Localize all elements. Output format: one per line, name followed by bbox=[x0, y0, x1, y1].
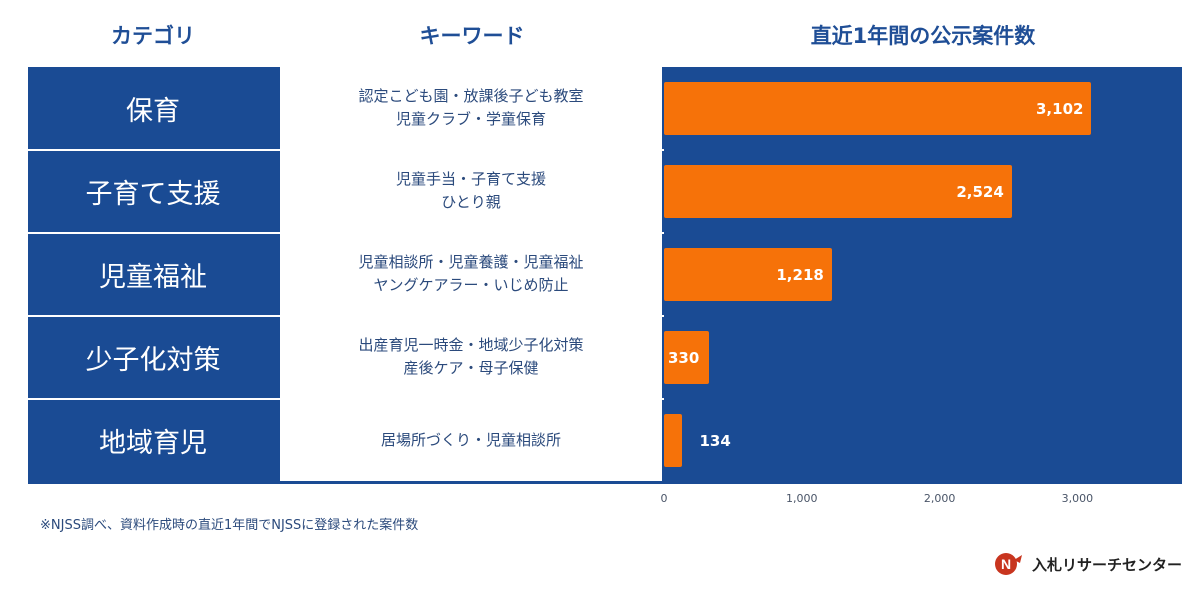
header-keyword: キーワード bbox=[419, 24, 525, 48]
bar-shoshika-taisaku bbox=[664, 331, 710, 384]
value-label: 330 bbox=[668, 348, 700, 367]
x-tick-label: 0 bbox=[660, 492, 668, 505]
value-label: 2,524 bbox=[956, 182, 1004, 201]
keyword-line: 居場所づくり・児童相談所 bbox=[380, 430, 561, 449]
keyword-line: 児童相談所・児童養護・児童福祉 bbox=[358, 253, 584, 271]
keyword-cell: 出産育児一時金・地域少子化対策 産後ケア・母子保健 bbox=[280, 316, 662, 398]
keyword-line: 産後ケア・母子保健 bbox=[403, 359, 539, 377]
brand-mark-letter: N bbox=[1001, 556, 1011, 572]
category-cell: 少子化対策 bbox=[85, 344, 221, 376]
keyword-cell: 居場所づくり・児童相談所 bbox=[280, 399, 662, 481]
bar-jido-fukushi bbox=[664, 248, 832, 301]
keyword-cell: 児童相談所・児童養護・児童福祉 ヤングケアラー・いじめ防止 bbox=[280, 233, 662, 315]
x-tick-label: 2,000 bbox=[923, 492, 956, 505]
bar-chiiki-ikuji bbox=[664, 414, 683, 467]
value-label: 134 bbox=[699, 431, 731, 450]
keyword-line: 児童手当・子育て支援 bbox=[395, 170, 546, 188]
value-label: 3,102 bbox=[1036, 99, 1084, 118]
keyword-line: 認定こども園・放課後子ども教室 bbox=[358, 87, 584, 105]
keyword-line: ひとり親 bbox=[441, 193, 501, 211]
footnote: ※NJSS調べ、資料作成時の直近1年間でNJSSに登録された案件数 bbox=[40, 518, 419, 533]
header-count: 直近1年間の公示案件数 bbox=[810, 24, 1036, 48]
header-category: カテゴリ bbox=[111, 24, 195, 48]
keyword-line: ヤングケアラー・いじめ防止 bbox=[373, 276, 569, 294]
keyword-line: 出産育児一時金・地域少子化対策 bbox=[358, 336, 584, 354]
keyword-cell: 児童手当・子育て支援 ひとり親 bbox=[280, 150, 662, 232]
brand-logo: N 入札リサーチセンター bbox=[994, 551, 1182, 577]
x-tick-label: 3,000 bbox=[1061, 492, 1094, 505]
category-cell: 子育て支援 bbox=[85, 178, 221, 210]
keyword-line: 児童クラブ・学童保育 bbox=[395, 110, 546, 128]
brand-name: 入札リサーチセンター bbox=[1032, 555, 1183, 574]
keyword-cell: 認定こども園・放課後子ども教室 児童クラブ・学童保育 bbox=[280, 67, 662, 149]
category-cell: 児童福祉 bbox=[99, 261, 207, 293]
bar-hoiku bbox=[664, 82, 1092, 135]
brand-mark-icon: N bbox=[995, 553, 1022, 575]
value-label: 1,218 bbox=[776, 265, 824, 284]
x-tick-label: 1,000 bbox=[786, 492, 818, 505]
category-cell: 保育 bbox=[126, 95, 180, 127]
bar-kosodate-shien bbox=[664, 165, 1012, 218]
category-cell: 地域育児 bbox=[99, 427, 207, 459]
